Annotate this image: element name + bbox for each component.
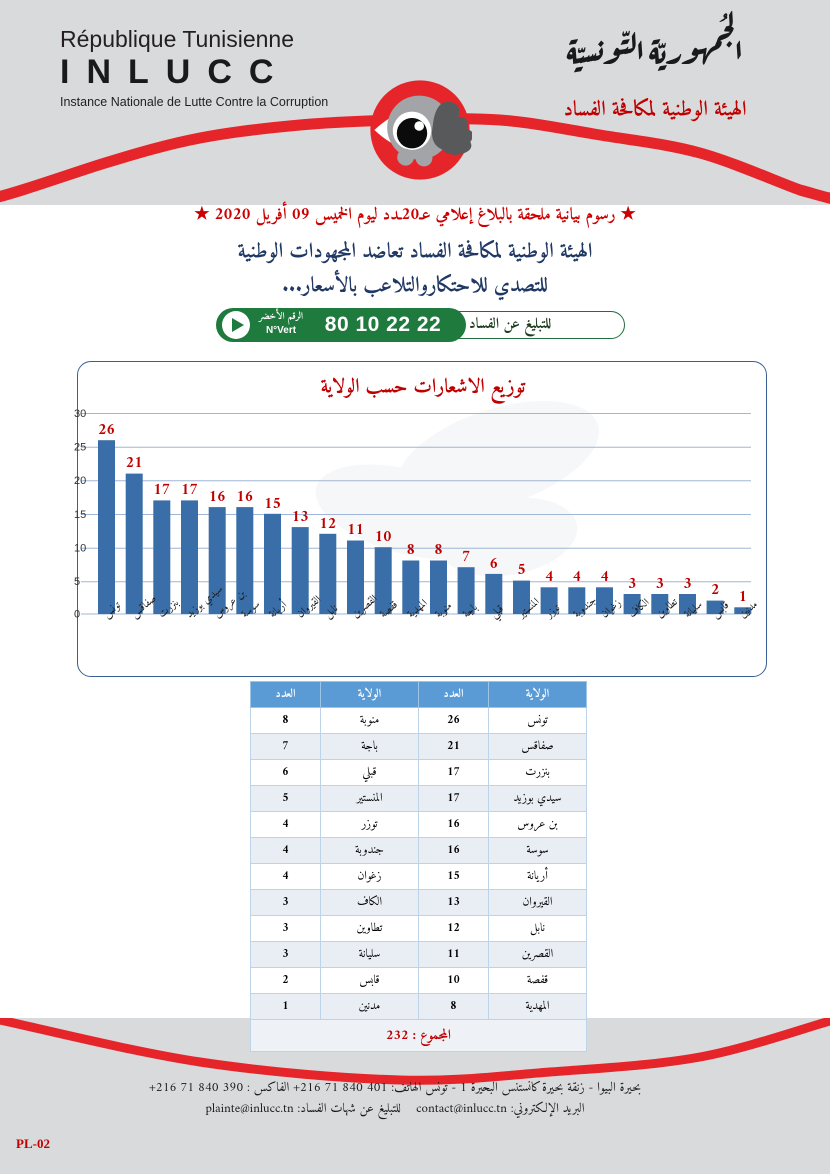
svg-text:10: 10 — [74, 543, 86, 555]
svg-text:3: 3 — [628, 571, 637, 599]
svg-text:8: 8 — [434, 537, 443, 565]
svg-text:30: 30 — [74, 408, 86, 420]
svg-text:16: 16 — [209, 484, 226, 512]
svg-text:15: 15 — [74, 509, 86, 521]
svg-text:3: 3 — [656, 571, 665, 599]
svg-text:4: 4 — [600, 564, 609, 592]
svg-text:4: 4 — [545, 564, 554, 592]
svg-text:21: 21 — [126, 450, 143, 478]
svg-text:15: 15 — [264, 491, 281, 519]
svg-text:4: 4 — [573, 564, 582, 592]
svg-text:11: 11 — [347, 517, 364, 545]
svg-text:6: 6 — [490, 551, 499, 579]
svg-text:5: 5 — [74, 576, 80, 588]
svg-text:25: 25 — [74, 442, 86, 454]
svg-text:8: 8 — [407, 537, 416, 565]
svg-text:12: 12 — [319, 511, 336, 539]
svg-text:17: 17 — [181, 477, 198, 505]
svg-text:16: 16 — [236, 484, 253, 512]
svg-text:20: 20 — [74, 475, 86, 487]
svg-text:0: 0 — [74, 609, 80, 621]
svg-text:5: 5 — [517, 557, 526, 585]
svg-text:3: 3 — [683, 571, 692, 599]
svg-text:7: 7 — [462, 544, 471, 572]
svg-text:26: 26 — [98, 417, 115, 445]
svg-text:17: 17 — [153, 477, 170, 505]
svg-text:13: 13 — [292, 504, 309, 532]
svg-text:10: 10 — [375, 524, 392, 552]
